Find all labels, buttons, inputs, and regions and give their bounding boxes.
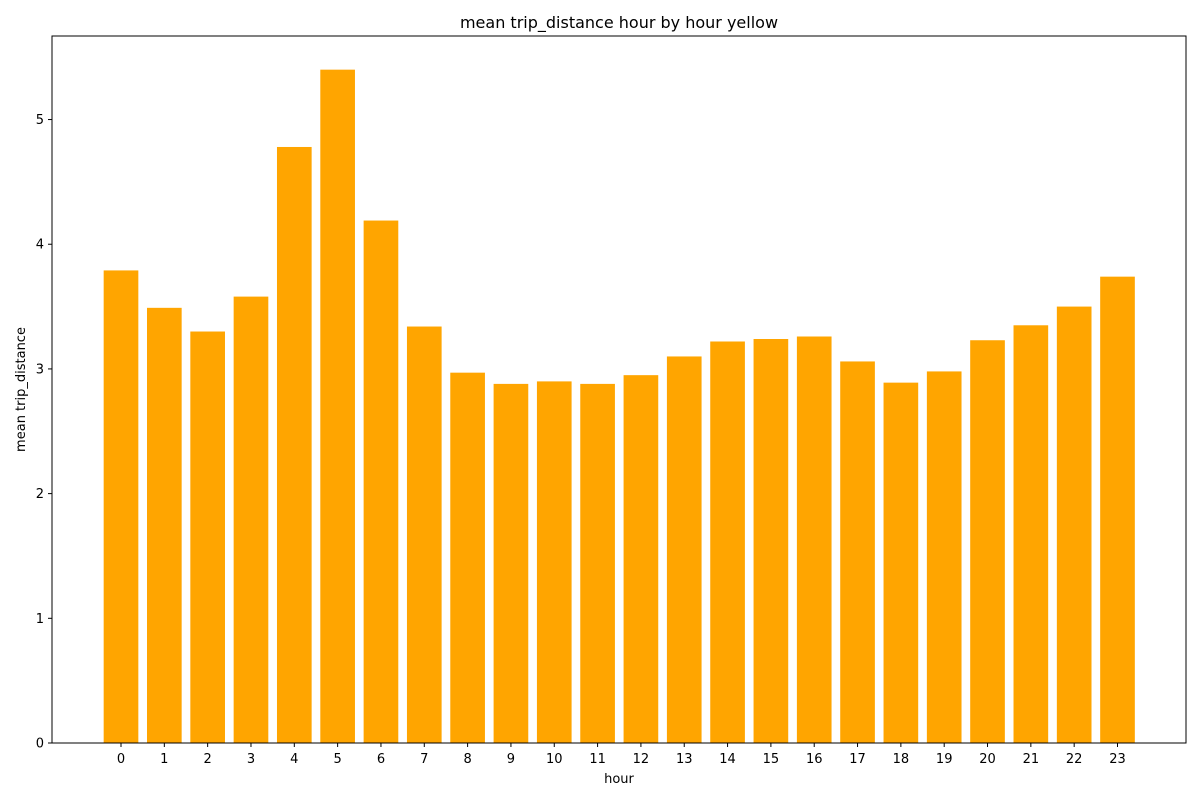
x-tick-label: 15 (763, 752, 780, 767)
y-tick-label: 5 (36, 113, 44, 128)
x-tick-label: 21 (1023, 752, 1040, 767)
bar-hour-7 (406, 326, 442, 743)
x-tick-label: 10 (546, 752, 563, 767)
bar-hour-0 (103, 270, 139, 743)
x-tick-label: 8 (463, 752, 471, 767)
x-tick-label: 7 (420, 752, 428, 767)
bar-hour-6 (363, 220, 399, 743)
bar-hour-15 (753, 339, 789, 743)
bar-hour-9 (493, 383, 529, 743)
x-tick-label: 0 (117, 752, 125, 767)
bar-hour-3 (233, 296, 269, 743)
x-tick-label: 1 (160, 752, 168, 767)
x-tick-label: 14 (719, 752, 736, 767)
y-axis-title: mean trip_distance (14, 327, 29, 452)
bar-hour-10 (536, 381, 572, 743)
x-axis-title: hour (604, 772, 634, 787)
bar-hour-2 (190, 331, 225, 743)
bar-hour-16 (796, 336, 832, 743)
bar-hour-20 (970, 340, 1005, 743)
x-tick-label: 12 (633, 752, 650, 767)
y-tick-label: 1 (36, 612, 44, 627)
bar-hour-1 (146, 307, 182, 743)
y-tick-label: 3 (36, 362, 44, 377)
x-tick-label: 16 (806, 752, 823, 767)
bar-hour-14 (710, 341, 745, 743)
x-tick-label: 18 (893, 752, 910, 767)
x-tick-label: 23 (1109, 752, 1126, 767)
bar-hour-12 (623, 375, 659, 743)
bar-hour-17 (840, 361, 875, 743)
x-tick-label: 20 (979, 752, 996, 767)
y-tick-label: 4 (36, 238, 44, 253)
y-axis: 0 1 2 3 4 5 (36, 113, 52, 752)
bar-hour-4 (276, 146, 312, 743)
bar-hour-22 (1056, 306, 1092, 743)
bar-hour-18 (883, 382, 919, 743)
x-tick-label: 17 (849, 752, 866, 767)
x-tick-label: 11 (589, 752, 606, 767)
chart-title: mean trip_distance hour by hour yellow (460, 13, 778, 33)
x-tick-label: 4 (290, 752, 298, 767)
x-tick-label: 2 (204, 752, 212, 767)
x-axis: 0 1 2 3 4 5 6 7 8 9 10 11 12 13 14 15 16 17 18 19 20 21 22 23 (117, 743, 1126, 767)
y-tick-label: 2 (36, 487, 44, 502)
x-tick-label: 13 (676, 752, 693, 767)
bar-hour-13 (666, 356, 702, 743)
x-tick-label: 3 (247, 752, 255, 767)
x-tick-label: 19 (936, 752, 953, 767)
bar-hour-11 (580, 383, 615, 743)
bar-hour-19 (926, 371, 962, 743)
x-tick-label: 9 (507, 752, 515, 767)
bar-hour-5 (320, 69, 355, 743)
bar-hour-23 (1100, 276, 1135, 743)
plot-frame (51, 35, 1187, 744)
x-tick-label: 5 (333, 752, 341, 767)
x-tick-label: 22 (1066, 752, 1083, 767)
bar-hour-8 (450, 372, 485, 743)
bars-group (103, 69, 1135, 743)
x-tick-label: 6 (377, 752, 385, 767)
bar-hour-21 (1013, 325, 1049, 743)
y-tick-label: 0 (36, 737, 44, 752)
